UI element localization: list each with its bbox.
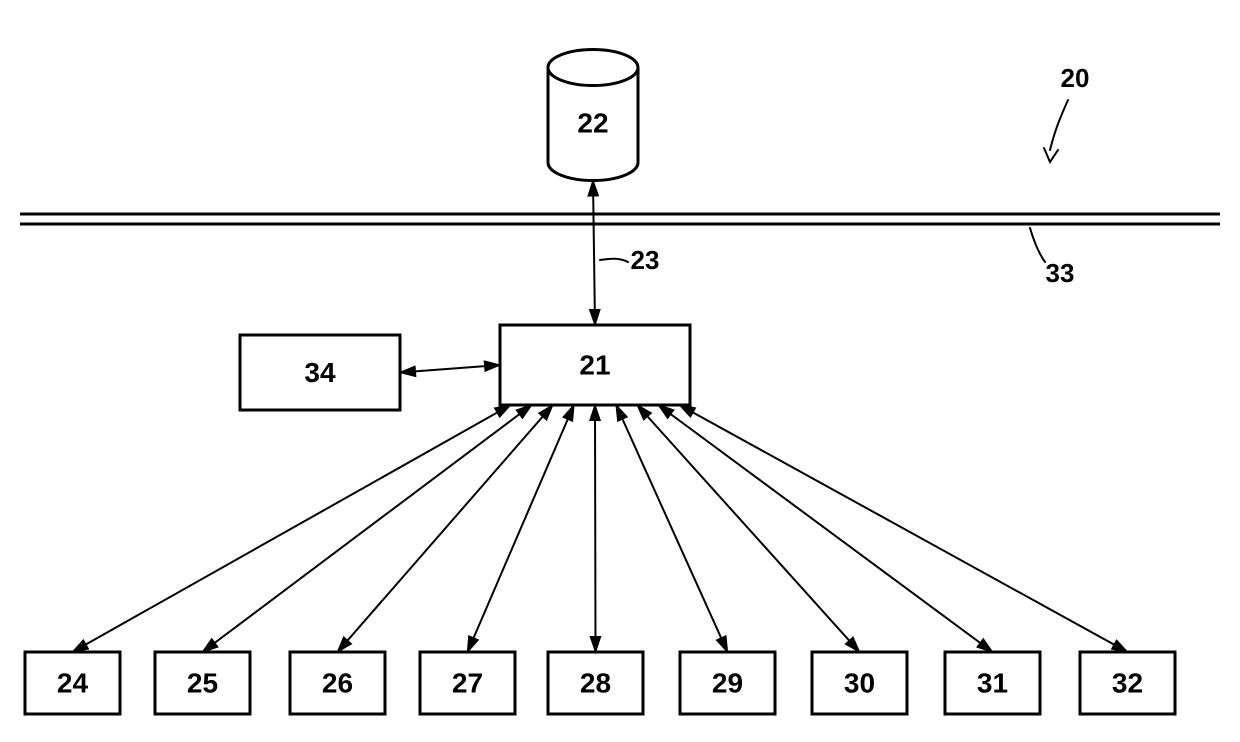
node-n24: 24 (25, 652, 120, 714)
node-n29: 29 (680, 652, 775, 714)
edge (400, 365, 500, 373)
node-label: 30 (844, 667, 875, 698)
node-label: 24 (57, 667, 89, 698)
node-cylinder-22: 22 (548, 50, 638, 181)
node-label: 29 (712, 667, 743, 698)
node-label: 34 (304, 357, 336, 388)
node-label: 26 (322, 667, 353, 698)
edge (203, 405, 532, 652)
node-label: 31 (977, 667, 1008, 698)
leader-l20 (1044, 100, 1068, 162)
leader-l33 (1030, 228, 1045, 262)
node-n34: 34 (240, 335, 400, 410)
edge (595, 405, 596, 652)
node-n32: 32 (1080, 652, 1175, 714)
cylinder-label: 22 (577, 107, 608, 138)
node-n27: 27 (420, 652, 515, 714)
leader-l23 (600, 259, 628, 262)
node-n28: 28 (548, 652, 643, 714)
node-label: 32 (1112, 667, 1143, 698)
node-label: 27 (452, 667, 483, 698)
annotation-a23: 23 (631, 245, 660, 275)
node-n25: 25 (155, 652, 250, 714)
node-n26: 26 (290, 652, 385, 714)
node-label: 28 (580, 667, 611, 698)
node-label: 25 (187, 667, 218, 698)
edge (679, 405, 1127, 652)
annotation-a33: 33 (1046, 258, 1075, 288)
edge (593, 181, 595, 326)
node-n30: 30 (812, 652, 907, 714)
annotation-a20: 20 (1061, 63, 1090, 93)
node-n21: 21 (500, 325, 690, 405)
node-n31: 31 (945, 652, 1040, 714)
node-label: 21 (579, 349, 610, 380)
